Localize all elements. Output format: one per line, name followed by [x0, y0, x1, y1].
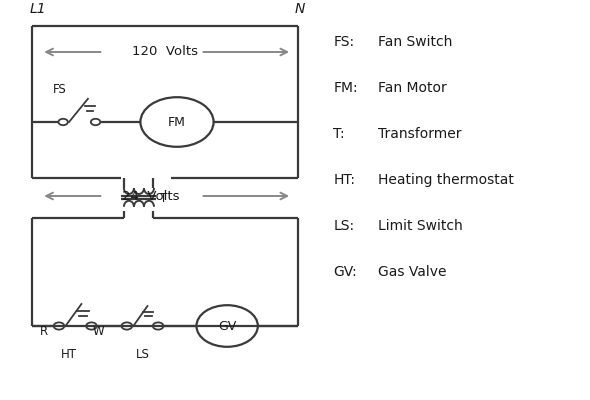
Text: Gas Valve: Gas Valve — [378, 265, 446, 279]
Text: W: W — [93, 325, 104, 338]
Text: T:: T: — [333, 127, 345, 141]
Text: 24  Volts: 24 Volts — [122, 190, 179, 202]
Text: GV: GV — [218, 320, 236, 332]
Text: FS: FS — [53, 83, 67, 96]
Text: HT:: HT: — [333, 173, 355, 187]
Text: Limit Switch: Limit Switch — [378, 219, 463, 233]
Text: Fan Motor: Fan Motor — [378, 81, 447, 95]
Text: L1: L1 — [30, 2, 46, 16]
Text: Heating thermostat: Heating thermostat — [378, 173, 513, 187]
Text: FS:: FS: — [333, 35, 355, 49]
Text: FM:: FM: — [333, 81, 358, 95]
Text: LS: LS — [136, 348, 149, 361]
Text: R: R — [40, 325, 48, 338]
Text: T: T — [160, 192, 168, 204]
Text: N: N — [295, 2, 306, 16]
Text: GV:: GV: — [333, 265, 357, 279]
Text: HT: HT — [61, 348, 77, 361]
Text: LS:: LS: — [333, 219, 355, 233]
Text: FM: FM — [168, 116, 186, 128]
Text: Fan Switch: Fan Switch — [378, 35, 452, 49]
Text: 120  Volts: 120 Volts — [132, 46, 198, 58]
Text: Transformer: Transformer — [378, 127, 461, 141]
